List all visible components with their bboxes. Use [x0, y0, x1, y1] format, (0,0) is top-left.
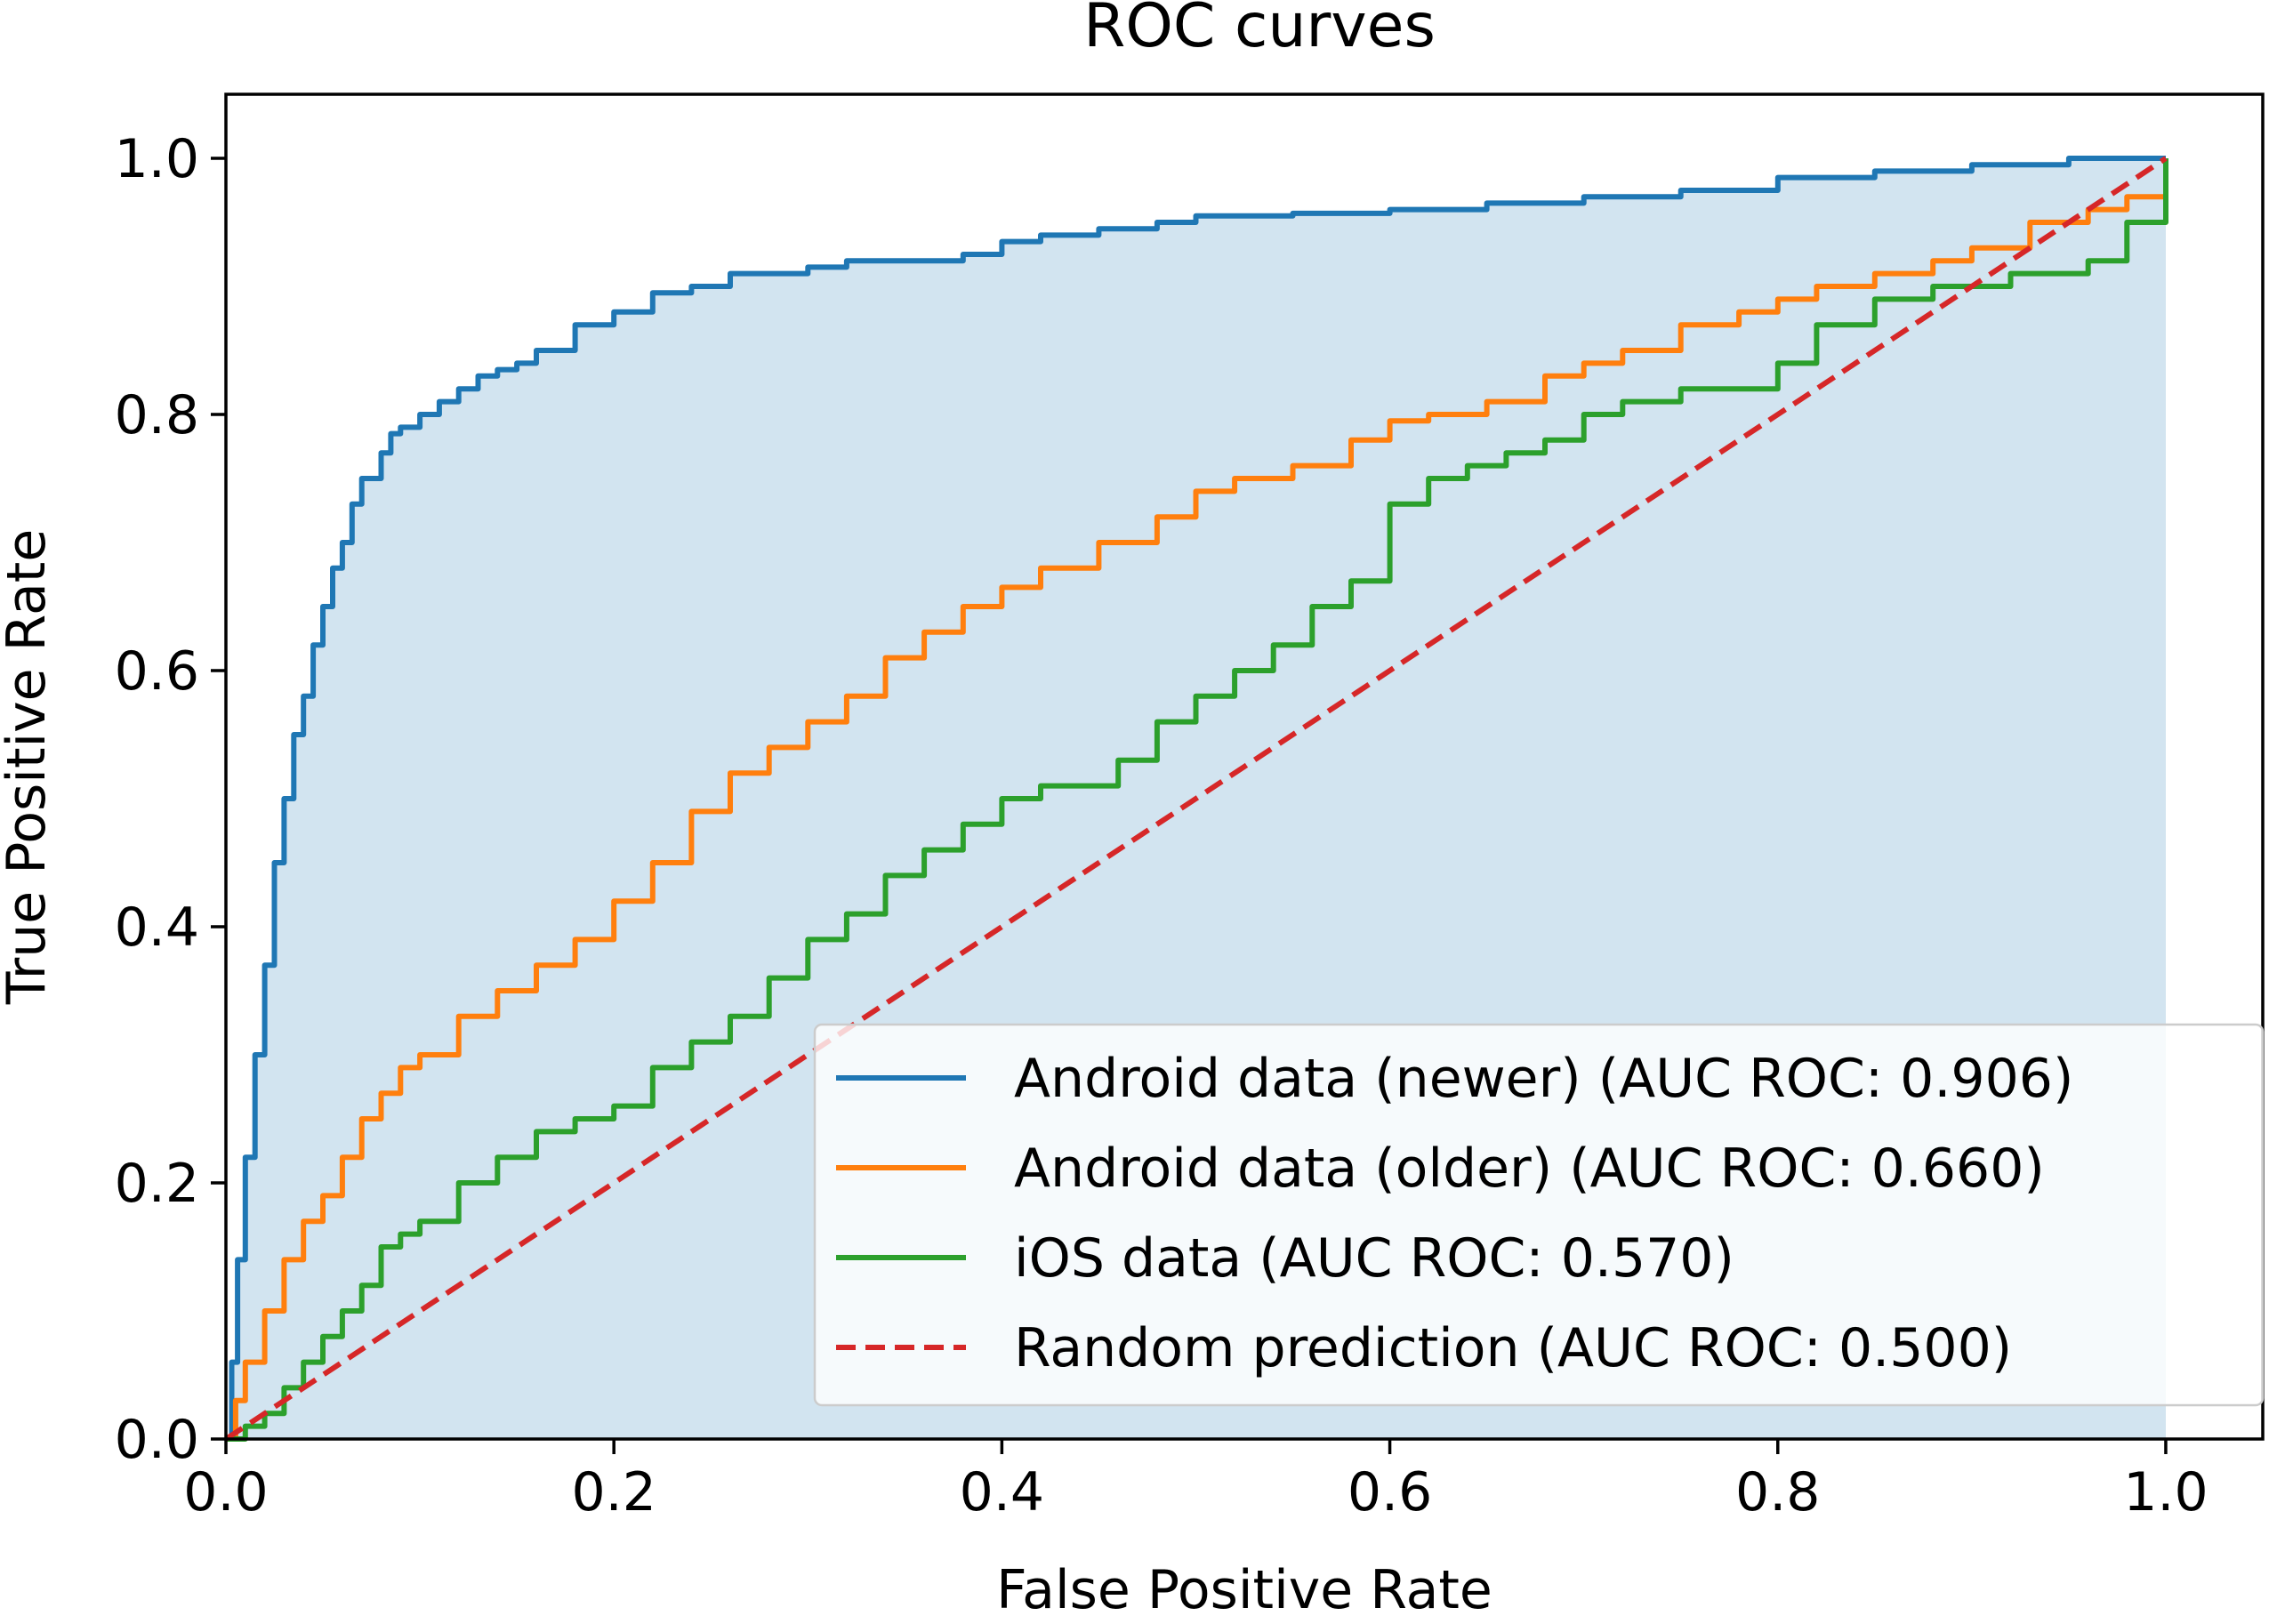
x-axis-ticks: 0.0 0.2 0.4 0.6 0.8 1.0 — [183, 1439, 2209, 1524]
chart-title: ROC curves — [1083, 0, 1436, 61]
x-tick-label: 0.0 — [183, 1461, 268, 1524]
y-tick-label: 1.0 — [115, 128, 199, 190]
y-tick-label: 0.6 — [115, 640, 199, 703]
y-tick-label: 0.0 — [115, 1409, 199, 1471]
y-tick-label: 0.2 — [115, 1153, 199, 1215]
plot-area — [224, 92, 2265, 1442]
series-layer — [224, 156, 2168, 1442]
legend-frame — [813, 1023, 2265, 1407]
legend-label-3: Random prediction (AUC ROC: 0.500) — [1014, 1317, 2012, 1379]
x-tick-label: 0.2 — [571, 1461, 656, 1524]
x-tick-label: 0.8 — [1735, 1461, 1820, 1524]
series-line-3 — [224, 156, 2168, 1442]
y-axis-ticks: 0.0 0.2 0.4 0.6 0.8 1.0 — [115, 128, 226, 1471]
y-axis-label: True Positive Rate — [0, 529, 58, 1005]
series-line-0 — [226, 156, 2166, 1442]
legend-label-2: iOS data (AUC ROC: 0.570) — [1014, 1227, 1734, 1290]
y-tick-label: 0.4 — [115, 896, 199, 959]
plot-frame — [224, 92, 2265, 1441]
x-axis-label: False Positive Rate — [996, 1559, 1492, 1621]
legend: Android data (newer) (AUC ROC: 0.906) And… — [813, 1023, 2265, 1407]
series-line-2 — [226, 158, 2168, 1442]
x-tick-label: 0.4 — [960, 1461, 1044, 1524]
legend-items: Android data (newer) (AUC ROC: 0.906) And… — [836, 1048, 2073, 1379]
y-tick-label: 0.8 — [115, 384, 199, 446]
x-tick-label: 0.6 — [1348, 1461, 1432, 1524]
series-line-1 — [226, 158, 2168, 1442]
legend-label-0: Android data (newer) (AUC ROC: 0.906) — [1014, 1048, 2073, 1110]
x-tick-label: 1.0 — [2123, 1461, 2208, 1524]
legend-label-1: Android data (older) (AUC ROC: 0.660) — [1014, 1138, 2045, 1200]
